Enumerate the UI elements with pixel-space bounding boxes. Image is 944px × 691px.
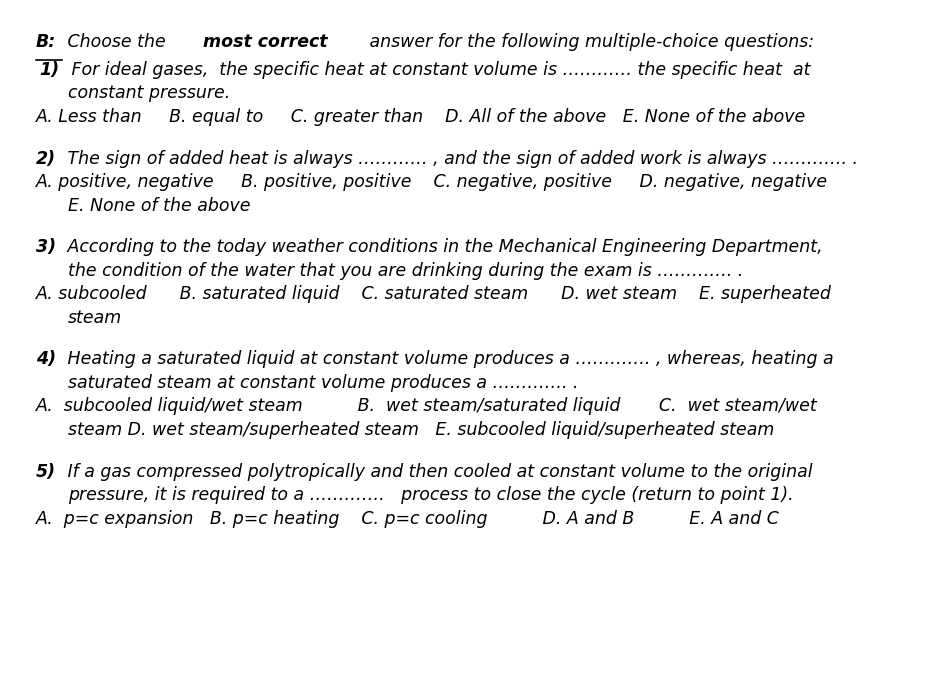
Text: 2): 2) — [36, 150, 56, 168]
Text: The sign of added heat is always ………… , and the sign of added work is always ………: The sign of added heat is always ………… , … — [62, 150, 858, 168]
Text: most correct: most correct — [203, 33, 328, 51]
Text: A.  subcooled liquid/wet steam          B.  wet steam/saturated liquid       C. : A. subcooled liquid/wet steam B. wet ste… — [36, 397, 818, 415]
Text: the condition of the water that you are drinking during the exam is …………. .: the condition of the water that you are … — [68, 262, 743, 280]
Text: E. None of the above: E. None of the above — [68, 197, 250, 215]
Text: saturated steam at constant volume produces a …………. .: saturated steam at constant volume produ… — [68, 374, 579, 392]
Text: 1): 1) — [40, 61, 59, 79]
Text: pressure, it is required to a ………….   process to close the cycle (return to poin: pressure, it is required to a …………. proc… — [68, 486, 794, 504]
Text: A. positive, negative     B. positive, positive    C. negative, positive     D. : A. positive, negative B. positive, posit… — [36, 173, 828, 191]
Text: steam: steam — [68, 309, 122, 327]
Text: B:: B: — [36, 33, 56, 51]
Text: According to the today weather conditions in the Mechanical Engineering Departme: According to the today weather condition… — [62, 238, 822, 256]
Text: 4): 4) — [36, 350, 56, 368]
Text: Choose the: Choose the — [62, 33, 171, 51]
Text: constant pressure.: constant pressure. — [68, 84, 230, 102]
Text: If a gas compressed polytropically and then cooled at constant volume to the ori: If a gas compressed polytropically and t… — [62, 463, 813, 481]
Text: Heating a saturated liquid at constant volume produces a …………. , whereas, heatin: Heating a saturated liquid at constant v… — [62, 350, 834, 368]
Text: 5): 5) — [36, 463, 56, 481]
Text: 3): 3) — [36, 238, 56, 256]
Text: A. subcooled      B. saturated liquid    C. saturated steam      D. wet steam   : A. subcooled B. saturated liquid C. satu… — [36, 285, 832, 303]
Text: answer for the following multiple-choice questions:: answer for the following multiple-choice… — [363, 33, 814, 51]
Text: For ideal gases,  the specific heat at constant volume is ………… the specific heat: For ideal gases, the specific heat at co… — [66, 61, 810, 79]
Text: A.  p=c expansion   B. p=c heating    C. p=c cooling          D. A and B        : A. p=c expansion B. p=c heating C. p=c c… — [36, 510, 780, 528]
Text: A. Less than     B. equal to     C. greater than    D. All of the above   E. Non: A. Less than B. equal to C. greater than… — [36, 108, 806, 126]
Text: steam D. wet steam/superheated steam   E. subcooled liquid/superheated steam: steam D. wet steam/superheated steam E. … — [68, 421, 774, 439]
